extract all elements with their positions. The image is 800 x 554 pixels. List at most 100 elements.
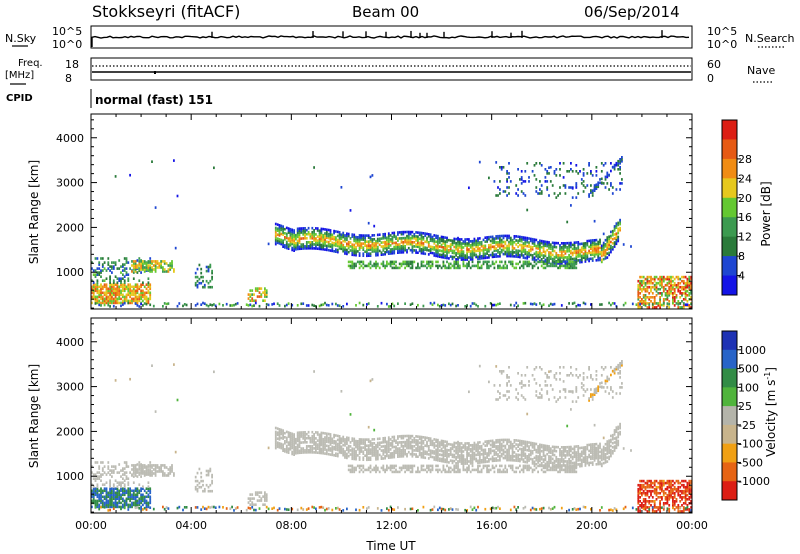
power-cell: [98, 301, 101, 305]
power-cell: [311, 230, 314, 234]
velocity-cell: [295, 445, 297, 449]
power-cell: [548, 243, 550, 246]
power-cell: [599, 250, 601, 254]
power-cell: [264, 287, 266, 290]
velocity-cell: [207, 485, 210, 489]
power-cell: [140, 260, 142, 263]
power-cell: [295, 237, 297, 241]
power-cell: [544, 180, 547, 183]
velocity-cell: [435, 464, 437, 468]
power-cell: [287, 243, 290, 246]
power-cell: [588, 162, 590, 165]
velocity-cell: [151, 470, 153, 473]
velocity-cell: [122, 505, 124, 509]
power-cell: [324, 232, 326, 235]
velocity-cell: [344, 442, 346, 445]
velocity-cell: [316, 447, 319, 450]
velocity-cell: [457, 468, 459, 472]
velocity-cell: [426, 470, 428, 474]
power-cell: [293, 247, 295, 250]
velocity-cell: [473, 447, 476, 451]
power-cell: [116, 281, 119, 284]
power-cell: [444, 254, 447, 257]
power-cell: [134, 260, 137, 263]
power-cell: [165, 302, 168, 306]
power-cell: [639, 275, 641, 279]
power-cell: [475, 249, 478, 253]
power-cell: [413, 241, 416, 244]
power-cell: [426, 240, 428, 244]
power-cell: [356, 238, 359, 241]
power-cell: [331, 245, 334, 249]
power-cell: [537, 260, 539, 264]
power-cell: [662, 285, 665, 289]
power-cell: [526, 257, 529, 260]
power-cell: [528, 249, 530, 252]
velocity-cell: [120, 481, 122, 484]
power-cell: [293, 231, 295, 234]
velocity-cell: [109, 481, 111, 484]
power-cell: [608, 241, 610, 245]
power-cell: [451, 302, 454, 306]
velocity-cell: [127, 481, 130, 484]
velocity-cell: [375, 468, 377, 472]
power-cell: [610, 246, 612, 250]
power-cell: [650, 296, 652, 299]
power-cell: [417, 235, 419, 238]
power-cell: [400, 239, 403, 242]
velocity-cell: [313, 443, 315, 446]
power-cell: [122, 265, 124, 268]
power-cell: [681, 300, 683, 303]
power-cell: [575, 241, 578, 244]
velocity-cell: [327, 436, 330, 440]
velocity-cell: [358, 450, 361, 453]
power-cell: [440, 304, 443, 307]
velocity-cell: [94, 461, 97, 464]
velocity-cell: [387, 448, 390, 451]
velocity-cell: [373, 446, 376, 449]
power-cell: [109, 281, 111, 284]
velocity-cell: [293, 447, 295, 450]
power-cell: [367, 246, 370, 249]
power-cell: [331, 302, 334, 306]
power-cell: [202, 279, 204, 283]
power-cell: [584, 260, 587, 263]
velocity-cell: [484, 460, 487, 464]
power-cell: [429, 247, 432, 250]
power-cell: [504, 260, 507, 264]
power-cell: [143, 291, 146, 295]
velocity-cell: [329, 441, 332, 444]
power-cell: [599, 252, 601, 256]
velocity-cell: [444, 468, 447, 472]
power-cell: [537, 245, 539, 248]
velocity-cell: [295, 448, 297, 451]
power-cell: [342, 245, 345, 249]
power-cell: [659, 296, 661, 299]
power-cell: [555, 174, 558, 177]
power-cell: [486, 238, 488, 241]
velocity-cell: [276, 441, 279, 444]
velocity-cell: [285, 444, 288, 448]
power-cell: [564, 192, 567, 195]
power-cell: [142, 266, 144, 269]
power-cell: [340, 245, 343, 249]
power-cell: [378, 237, 381, 241]
power-cell: [120, 291, 122, 295]
power-cell: [387, 244, 390, 247]
velocity-cell: [397, 435, 399, 438]
power-cell: [103, 279, 106, 282]
power-cell: [438, 264, 441, 268]
velocity-cell: [460, 446, 463, 449]
power-cell: [564, 184, 567, 187]
power-cell: [127, 289, 130, 293]
power-cell: [546, 170, 549, 173]
power-cell: [320, 231, 323, 235]
power-cell: [92, 291, 95, 295]
power-cell: [570, 186, 572, 189]
power-cell: [571, 196, 574, 199]
velocity-cell: [132, 495, 135, 499]
power-cell: [296, 227, 299, 231]
velocity-cell: [380, 455, 383, 458]
velocity-cell: [260, 499, 263, 502]
power-cell: [668, 285, 671, 289]
